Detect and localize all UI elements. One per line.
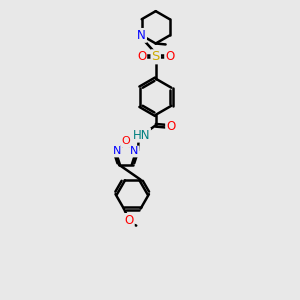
Text: N: N: [137, 29, 146, 42]
Text: N: N: [113, 146, 122, 157]
Text: O: O: [166, 120, 176, 133]
Text: O: O: [124, 214, 134, 227]
Text: N: N: [130, 146, 138, 157]
Text: O: O: [137, 50, 146, 63]
Text: O: O: [165, 50, 174, 63]
Text: HN: HN: [133, 129, 150, 142]
Text: S: S: [152, 50, 160, 63]
Text: O: O: [122, 136, 130, 146]
